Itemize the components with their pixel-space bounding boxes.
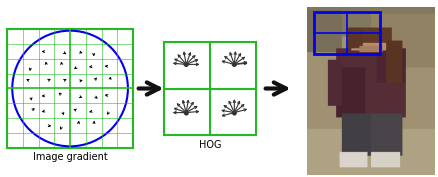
Bar xyxy=(314,12,380,54)
Text: HOG: HOG xyxy=(199,140,222,150)
Text: Image gradient: Image gradient xyxy=(33,152,107,162)
